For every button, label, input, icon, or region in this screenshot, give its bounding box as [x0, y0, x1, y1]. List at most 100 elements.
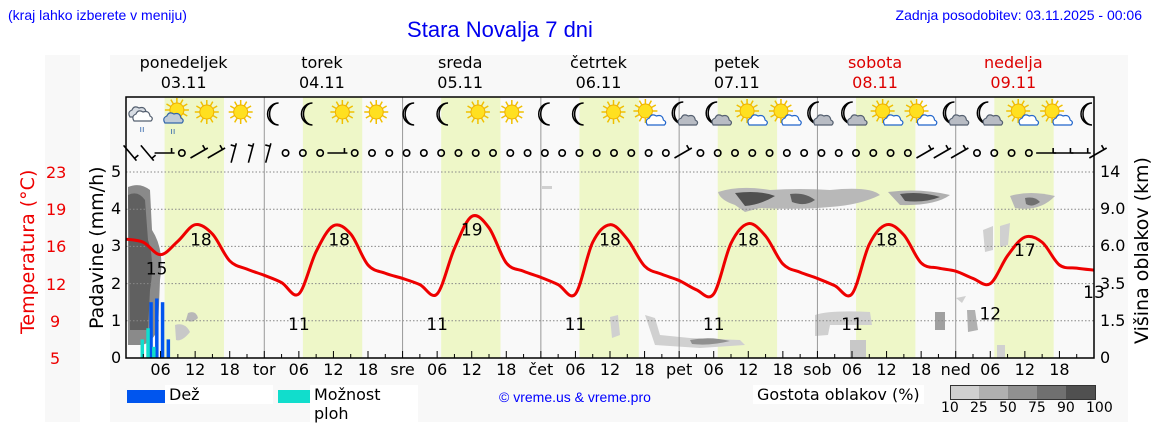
calm-wind-icon [1024, 149, 1033, 158]
calm-wind-icon [644, 149, 653, 158]
moon-icon [1080, 102, 1093, 126]
day-name: ponedeljek [139, 53, 228, 72]
sun-icon [870, 99, 895, 123]
sun-icon [364, 100, 389, 124]
wind-barb-icon [916, 147, 935, 159]
day-name: nedelja [983, 53, 1043, 72]
day-label-6: nedelja 09.11 [944, 53, 1082, 93]
x-axis-label: 18 [357, 360, 379, 379]
temperature-value-label: 18 [190, 231, 212, 251]
temperature-line [125, 214, 1095, 299]
moon-icon [571, 102, 584, 126]
sun-icon [330, 100, 355, 124]
cloud-icon [711, 114, 733, 126]
cloud-height-tick: 3.5 [1100, 273, 1126, 293]
day-date: 04.11 [298, 73, 345, 92]
x-axis-label: 18 [634, 360, 655, 379]
cloud-icon [882, 114, 904, 126]
cloud-icon [781, 114, 802, 126]
precip-tick: 5 [111, 162, 122, 181]
calm-wind-icon [298, 149, 307, 158]
wind-barbs-row [122, 143, 1108, 163]
temperature-value-label: 11 [703, 315, 725, 335]
density-scale-value: 100 [1086, 400, 1113, 416]
x-axis-label: 12 [184, 360, 206, 379]
calm-wind-icon [558, 149, 567, 158]
x-axis-label: 06 [565, 360, 586, 379]
calm-wind-icon [575, 149, 584, 158]
cloud-density-areas [128, 185, 1055, 358]
calm-wind-icon [281, 149, 290, 158]
calm-wind-icon [730, 149, 739, 158]
density-scale-value: 75 [1028, 400, 1046, 416]
calm-wind-icon [419, 149, 428, 158]
sun-icon [768, 99, 793, 123]
cloud-height-tick: 6.0 [1100, 236, 1126, 256]
cloud-icon [1018, 114, 1040, 126]
calm-wind-icon [713, 149, 722, 158]
calm-wind-icon [506, 149, 515, 158]
cloud-icon [982, 114, 1004, 126]
temp-tick: 23 [46, 163, 67, 182]
showers-legend-label: Možnost ploh [310, 385, 418, 423]
cloud-density-label: Gostota oblakov (%) [753, 385, 924, 404]
wind-barb-icon [247, 143, 255, 163]
moon-icon [266, 102, 279, 126]
rain-legend-label: Dež [165, 385, 273, 404]
sun-icon [633, 99, 658, 123]
page-title: Stara Novalja 7 dni [407, 17, 593, 42]
x-axis-label: 06 [150, 360, 171, 379]
cloud-icon [645, 114, 667, 126]
calm-wind-icon [402, 149, 411, 158]
x-axis-label: 12 [599, 360, 621, 379]
day-date: 03.11 [160, 73, 207, 92]
calm-wind-icon [471, 149, 480, 158]
calm-wind-icon [1007, 149, 1016, 158]
cloud-icon [1052, 114, 1073, 126]
day-name: četrtek [570, 53, 627, 72]
x-axis-label: 18 [772, 360, 794, 379]
wind-barb-icon [140, 144, 155, 162]
calm-wind-icon [817, 149, 826, 158]
x-axis-label: sob [803, 360, 832, 379]
cloud-height-tick: 0 [1100, 348, 1111, 367]
precip-tick: 0 [111, 348, 122, 367]
temperature-value-label: 19 [461, 220, 483, 240]
x-ticks [142, 351, 1078, 358]
wind-barb-icon [207, 147, 226, 159]
day-date: 08.11 [852, 73, 898, 92]
day-label-1: torek 04.11 [253, 53, 391, 93]
temperature-value-label: 18 [328, 231, 350, 251]
temperature-value-label: 12 [979, 305, 1001, 325]
precip-tick: 4 [111, 199, 122, 219]
grid-lines [126, 97, 1094, 358]
day-label-5: sobota 08.11 [806, 53, 944, 93]
day-name: sreda [438, 53, 483, 72]
precip-tick: 3 [111, 236, 122, 256]
calm-wind-icon [765, 149, 774, 158]
svg-text:ıı: ıı [170, 127, 175, 137]
calm-wind-icon [748, 149, 757, 158]
temperature-value-label: 18 [876, 231, 898, 251]
cloud-icon [132, 110, 153, 122]
x-axis-label: 06 [288, 360, 310, 379]
copyright-link[interactable]: © vreme.us & vreme.pro [499, 389, 651, 405]
calm-wind-icon [488, 149, 497, 158]
cloud-height-tick: 1.5 [1100, 310, 1126, 330]
wind-barb-icon [190, 147, 209, 159]
calm-wind-icon [454, 149, 463, 158]
calm-wind-icon [990, 149, 999, 158]
cloud-icon [813, 114, 834, 126]
temp-tick: 5 [50, 349, 61, 368]
x-axis-label: 06 [841, 360, 863, 379]
day-date: 05.11 [437, 73, 484, 92]
calm-wind-icon [886, 149, 895, 158]
rain-drops-icon: ıı [139, 125, 144, 135]
x-axis-label: 06 [980, 360, 1001, 379]
day-label-2: sreda 05.11 [391, 53, 529, 93]
daylight-bands [126, 97, 1094, 358]
last-updated: Zadnja posodobitev: 03.11.2025 - 00:06 [895, 7, 1142, 23]
calm-wind-icon [350, 149, 359, 158]
